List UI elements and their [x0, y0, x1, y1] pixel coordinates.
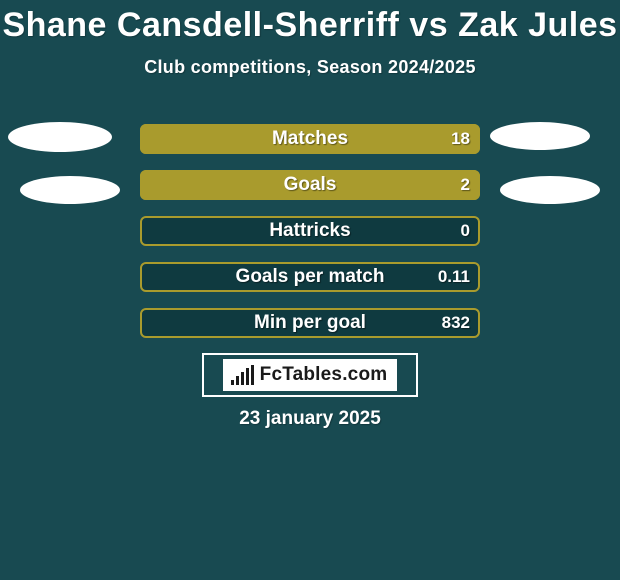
bar-label: Goals [140, 170, 480, 200]
decor-oval [500, 176, 600, 204]
stat-row: Goals per match0.11 [140, 262, 480, 292]
stat-row: Min per goal832 [140, 308, 480, 338]
stat-row: Goals2 [140, 170, 480, 200]
stat-bars: Matches18 Goals2 Hattricks0 Goals per match… [140, 124, 480, 354]
stage: Shane Cansdell-Sherriff vs Zak Jules Clu… [0, 0, 620, 580]
bar-label: Hattricks [140, 216, 480, 246]
stat-row: Hattricks0 [140, 216, 480, 246]
decor-oval [20, 176, 120, 204]
date-label: 23 january 2025 [0, 408, 620, 430]
bar-value-right: 832 [442, 308, 470, 338]
decor-oval [8, 122, 112, 152]
decor-oval [490, 122, 590, 150]
logo-box: FcTables.com [202, 353, 418, 397]
bar-value-right: 18 [451, 124, 470, 154]
subtitle: Club competitions, Season 2024/2025 [0, 57, 620, 78]
bar-label: Min per goal [140, 308, 480, 338]
bar-label: Goals per match [140, 262, 480, 292]
page-title: Shane Cansdell-Sherriff vs Zak Jules [0, 0, 620, 45]
bar-value-right: 0 [461, 216, 470, 246]
bar-label: Matches [140, 124, 480, 154]
bar-value-right: 2 [461, 170, 470, 200]
logo-text: FcTables.com [260, 364, 388, 386]
stat-row: Matches18 [140, 124, 480, 154]
bar-value-right: 0.11 [438, 262, 470, 292]
logo-bars-icon [231, 365, 254, 385]
